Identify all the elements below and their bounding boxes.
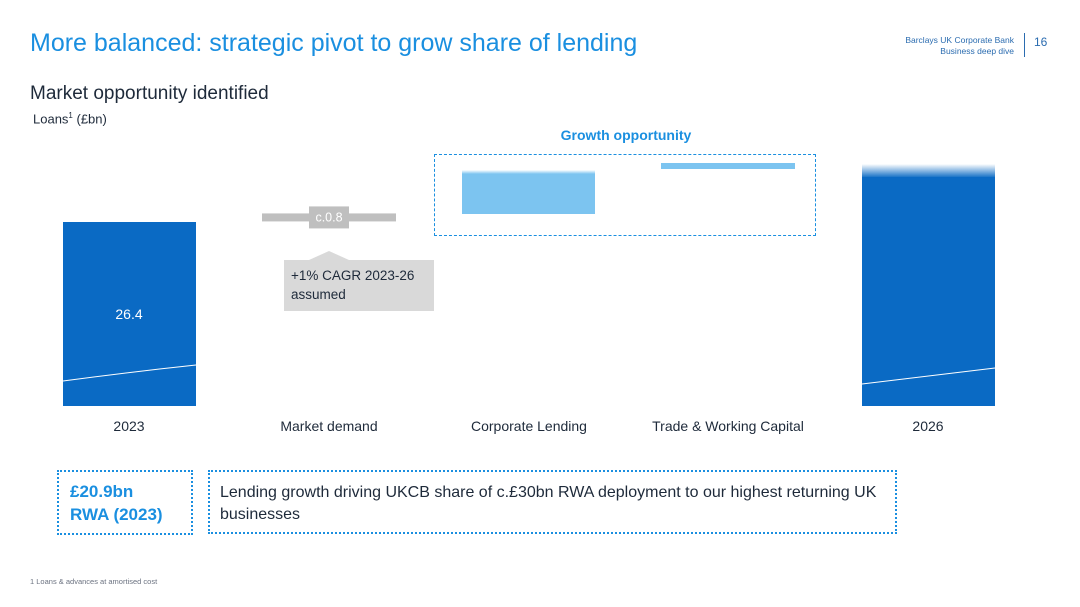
x-label-2023: 2023 xyxy=(113,418,145,434)
rwa-value: £20.9bn xyxy=(70,482,134,501)
rwa-callout: £20.9bn RWA (2023) xyxy=(70,480,163,526)
bar-corporate-lending-fade xyxy=(462,170,595,174)
message-callout-box xyxy=(208,470,897,534)
x-label-2026: 2026 xyxy=(912,418,944,434)
unit-footnote-mark: 1 xyxy=(68,111,73,120)
bar-2023-trend-line xyxy=(62,364,197,382)
bar-trade-working-capital xyxy=(661,163,795,169)
bank-subcaption: Business deep dive xyxy=(940,46,1014,56)
cagr-callout-text: +1% CAGR 2023-26 assumed xyxy=(291,268,415,302)
bar-market-demand-label-bg xyxy=(309,206,349,229)
x-label-market-demand: Market demand xyxy=(280,418,378,434)
unit-label: Loans1 (£bn) xyxy=(33,111,107,126)
unit-text: Loans xyxy=(33,111,69,127)
cagr-callout-box xyxy=(284,260,434,311)
message-callout: Lending growth driving UKCB share of c.£… xyxy=(220,484,877,523)
footnote: 1 Loans & advances at amortised cost xyxy=(30,577,158,586)
bar-corporate-lending xyxy=(462,174,595,214)
cagr-callout-pointer xyxy=(309,251,349,260)
header-divider xyxy=(1024,33,1025,57)
page-number: 16 xyxy=(1034,35,1048,49)
growth-opportunity-box xyxy=(434,154,816,236)
x-label-trade-working-capital: Trade & Working Capital xyxy=(652,418,804,434)
rwa-callout-box xyxy=(57,470,193,535)
section-subtitle: Market opportunity identified xyxy=(30,83,269,104)
bar-2026-trend-line xyxy=(861,367,996,385)
bar-2026-fade xyxy=(862,164,995,178)
page-title: More balanced: strategic pivot to grow s… xyxy=(30,29,638,57)
bar-market-demand-value-label: c.0.8 xyxy=(315,210,342,224)
rwa-caption: RWA (2023) xyxy=(70,505,163,524)
growth-opportunity-label: Growth opportunity xyxy=(560,127,692,143)
bar-2026 xyxy=(862,177,995,406)
bar-2023 xyxy=(63,222,196,406)
unit-suffix: (£bn) xyxy=(72,111,107,127)
bar-2023-value-label: 26.4 xyxy=(115,306,142,322)
bank-caption: Barclays UK Corporate Bank Business deep… xyxy=(905,35,1014,57)
x-label-corporate-lending: Corporate Lending xyxy=(471,418,587,434)
bank-name: Barclays UK Corporate Bank xyxy=(905,35,1014,45)
